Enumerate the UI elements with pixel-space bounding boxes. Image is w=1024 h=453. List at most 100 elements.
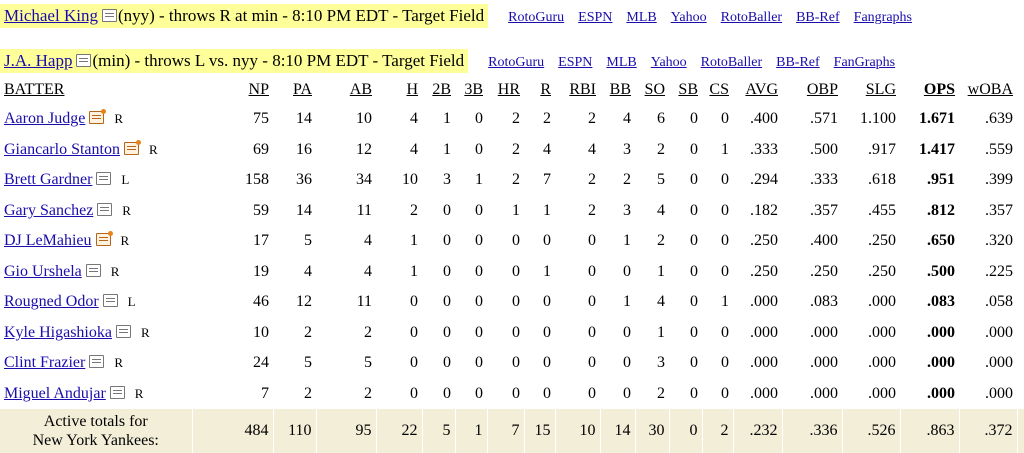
notes-icon[interactable] xyxy=(115,324,131,338)
batter-link[interactable]: Rougned Odor xyxy=(4,293,99,311)
stat-cell-so: 4 xyxy=(657,201,665,219)
link-fangraphs[interactable]: Fangraphs xyxy=(853,10,912,25)
column-header-rbi[interactable]: RBI xyxy=(569,81,596,98)
stat-cell-cs: 0 xyxy=(721,384,729,402)
pitcher-details-1: (nyy) - throws R at min - 8:10 PM EDT - … xyxy=(117,6,485,25)
stat-cell-woba: .000 xyxy=(985,384,1013,402)
notes-icon[interactable] xyxy=(89,355,105,369)
link-bbref[interactable]: BB-Ref xyxy=(796,10,840,25)
column-header-slg[interactable]: SLG xyxy=(865,81,896,98)
notes-icon[interactable] xyxy=(102,294,118,308)
notes-icon[interactable] xyxy=(85,263,101,277)
totals-label-line1: Active totals for xyxy=(43,413,148,430)
pitcher-link-1[interactable]: Michael King xyxy=(4,6,98,25)
link-rotoballer[interactable]: RotoBaller xyxy=(700,55,763,70)
link-fangraphs[interactable]: FanGraphs xyxy=(833,55,896,70)
stat-cell-slg: .618 xyxy=(868,171,896,189)
total-cell-hr: 7 xyxy=(487,409,525,453)
stat-cell-np: 59 xyxy=(253,201,269,219)
batter-link[interactable]: Aaron Judge xyxy=(4,110,86,128)
column-header-3b[interactable]: 3B xyxy=(464,81,483,98)
total-cell-ab: 95 xyxy=(316,409,377,453)
stat-cell-ops: .083 xyxy=(927,293,955,311)
column-header-iso[interactable]: ISO xyxy=(1017,76,1024,104)
column-header-woba[interactable]: wOBA xyxy=(967,81,1013,98)
stat-cell-h: 0 xyxy=(410,323,418,341)
batter-link[interactable]: Brett Gardner xyxy=(4,171,93,189)
notes-icon[interactable] xyxy=(76,54,92,67)
stat-cell-avg: .000 xyxy=(750,384,778,402)
hot-notes-icon[interactable] xyxy=(95,231,113,247)
link-mlb[interactable]: MLB xyxy=(626,10,657,25)
link-rotoguru[interactable]: RotoGuru xyxy=(508,10,565,25)
notes-icon[interactable] xyxy=(101,9,117,22)
batter-link[interactable]: DJ LeMahieu xyxy=(4,232,92,250)
column-header-bb[interactable]: BB xyxy=(609,81,631,98)
batter-cell: Rougned Odor L xyxy=(0,287,192,318)
batter-hand: L xyxy=(121,172,130,188)
link-bbref[interactable]: BB-Ref xyxy=(776,55,820,70)
column-header-avg[interactable]: AVG xyxy=(745,81,778,98)
pitcher-link-2[interactable]: J.A. Happ xyxy=(4,51,73,70)
column-header-ab[interactable]: AB xyxy=(349,81,372,98)
column-header-ops[interactable]: OPS xyxy=(923,81,955,98)
stat-cell-2b: 0 xyxy=(443,232,451,250)
hot-notes-icon[interactable] xyxy=(89,109,107,125)
batter-link[interactable]: Giancarlo Stanton xyxy=(4,140,120,158)
stat-cell-ab: 4 xyxy=(364,232,372,250)
column-header-h[interactable]: H xyxy=(406,81,418,98)
column-header-pa[interactable]: PA xyxy=(293,81,312,98)
stat-cell-bb: 0 xyxy=(623,323,631,341)
notes-icon[interactable] xyxy=(97,202,113,216)
stat-cell-2b: 3 xyxy=(443,171,451,189)
link-mlb[interactable]: MLB xyxy=(606,55,637,70)
stat-cell-rbi: 0 xyxy=(588,232,596,250)
stat-cell-so: 3 xyxy=(657,354,665,372)
column-header-np[interactable]: NP xyxy=(248,81,269,98)
column-header-cs[interactable]: CS xyxy=(709,81,729,98)
hot-notes-icon[interactable] xyxy=(123,139,141,155)
link-espn[interactable]: ESPN xyxy=(578,10,613,25)
column-header-batter[interactable]: BATTER xyxy=(4,81,65,98)
total-cell-rbi: 10 xyxy=(555,409,601,453)
column-header-sb[interactable]: SB xyxy=(678,81,698,98)
column-header-r[interactable]: R xyxy=(540,81,551,98)
stat-cell-bb: 3 xyxy=(623,140,631,158)
stat-cell-iso: .324 xyxy=(1017,165,1024,196)
stat-cell-r: 0 xyxy=(543,384,551,402)
stat-cell-slg: .000 xyxy=(868,354,896,372)
notes-icon[interactable] xyxy=(96,172,112,186)
batter-link[interactable]: Kyle Higashioka xyxy=(4,323,112,341)
stat-cell-pa: 16 xyxy=(296,140,312,158)
link-yahoo[interactable]: Yahoo xyxy=(650,55,687,70)
stat-cell-pa: 5 xyxy=(304,232,312,250)
batter-link[interactable]: Gio Urshela xyxy=(4,262,82,280)
batter-link[interactable]: Clint Frazier xyxy=(4,354,86,372)
stat-cell-iso: .583 xyxy=(1017,135,1024,166)
batter-hand: R xyxy=(114,355,123,371)
stat-cell-ops: 1.671 xyxy=(919,110,955,128)
stat-cell-r: 1 xyxy=(543,262,551,280)
batter-link[interactable]: Gary Sanchez xyxy=(4,201,94,219)
link-espn[interactable]: ESPN xyxy=(558,55,593,70)
column-header-2b[interactable]: 2B xyxy=(432,81,451,98)
notes-icon[interactable] xyxy=(109,385,125,399)
link-rotoguru[interactable]: RotoGuru xyxy=(488,55,545,70)
stat-cell-avg: .400 xyxy=(750,110,778,128)
stat-cell-obp: .571 xyxy=(810,110,838,128)
column-header-hr[interactable]: HR xyxy=(497,81,520,98)
stat-cell-avg: .000 xyxy=(750,354,778,372)
link-yahoo[interactable]: Yahoo xyxy=(670,10,707,25)
stat-cell-rbi: 0 xyxy=(588,384,596,402)
stat-cell-hr: 0 xyxy=(512,262,520,280)
stat-cell-so: 1 xyxy=(657,323,665,341)
link-rotoballer[interactable]: RotoBaller xyxy=(720,10,783,25)
stat-cell-woba: .000 xyxy=(985,323,1013,341)
batter-link[interactable]: Miguel Andujar xyxy=(4,384,106,402)
stat-cell-sb: 0 xyxy=(690,232,698,250)
column-header-obp[interactable]: OBP xyxy=(806,81,838,98)
column-header-so[interactable]: SO xyxy=(644,81,665,98)
pitcher-highlight-1: Michael King (nyy) - throws R at min - 8:… xyxy=(0,4,489,28)
stat-cell-hr: 2 xyxy=(512,110,520,128)
stat-cell-avg: .250 xyxy=(750,232,778,250)
